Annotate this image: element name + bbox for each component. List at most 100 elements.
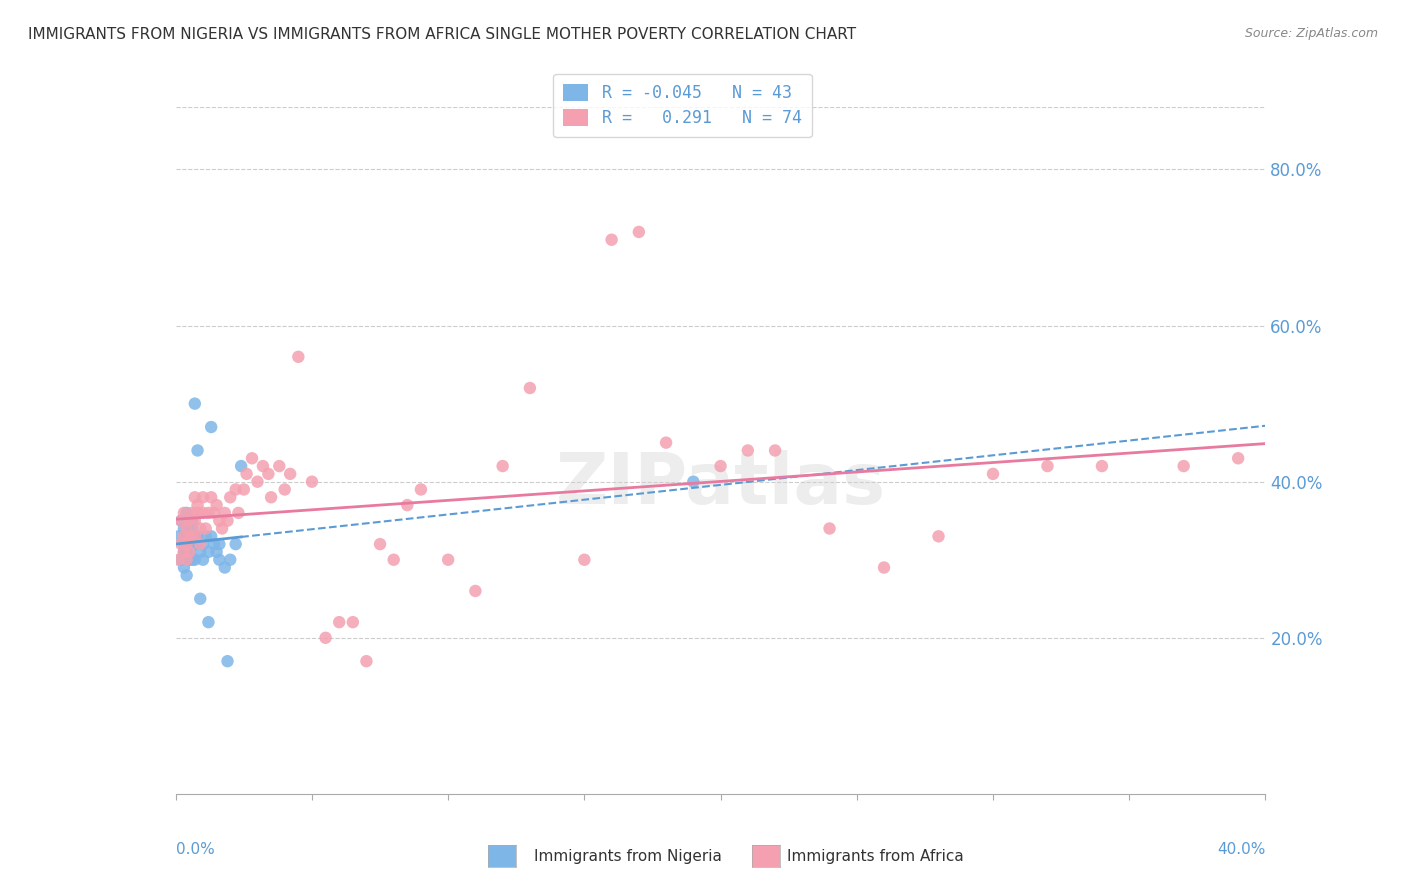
Point — [202, 537, 225, 551]
Point — [170, 552, 193, 567]
Point — [246, 475, 269, 489]
Point — [194, 521, 217, 535]
Point — [188, 537, 211, 551]
Point — [342, 615, 364, 630]
Point — [197, 545, 219, 559]
Point — [173, 545, 195, 559]
Point — [356, 654, 378, 668]
Point — [240, 451, 263, 466]
Point — [928, 529, 950, 543]
Point — [176, 506, 198, 520]
Point — [257, 467, 280, 481]
Point — [200, 529, 222, 543]
Point — [179, 529, 201, 543]
Point — [176, 545, 198, 559]
Point — [301, 475, 323, 489]
Point — [170, 514, 193, 528]
Point — [269, 458, 291, 473]
Point — [173, 545, 195, 559]
Point — [176, 552, 198, 567]
Point — [214, 506, 236, 520]
Point — [214, 560, 236, 574]
Point — [231, 458, 253, 473]
Point — [181, 506, 204, 520]
Point — [188, 521, 211, 535]
Point — [179, 545, 201, 559]
Point — [1036, 458, 1059, 473]
Point — [368, 537, 391, 551]
Point — [464, 583, 486, 598]
Point — [184, 529, 207, 543]
Point — [873, 560, 896, 574]
Point — [184, 396, 207, 410]
Point — [173, 537, 195, 551]
Point — [217, 514, 239, 528]
Point — [167, 529, 190, 543]
Point — [202, 506, 225, 520]
Point — [205, 545, 228, 559]
Point — [176, 529, 198, 543]
Point — [409, 483, 432, 497]
Point — [173, 529, 195, 543]
Point — [184, 537, 207, 551]
Point — [627, 225, 650, 239]
Point — [278, 467, 301, 481]
Point — [181, 514, 204, 528]
Point — [655, 435, 678, 450]
Text: IMMIGRANTS FROM NIGERIA VS IMMIGRANTS FROM AFRICA SINGLE MOTHER POVERTY CORRELAT: IMMIGRANTS FROM NIGERIA VS IMMIGRANTS FR… — [28, 27, 856, 42]
Legend: R = -0.045   N = 43, R =   0.291   N = 74: R = -0.045 N = 43, R = 0.291 N = 74 — [554, 74, 811, 137]
Point — [179, 545, 201, 559]
Point — [1227, 451, 1250, 466]
Point — [197, 615, 219, 630]
Point — [184, 490, 207, 504]
Point — [197, 506, 219, 520]
Point — [219, 490, 242, 504]
Point — [208, 514, 231, 528]
Point — [315, 631, 337, 645]
Point — [179, 537, 201, 551]
Point — [737, 443, 759, 458]
Text: Immigrants from Nigeria: Immigrants from Nigeria — [534, 849, 723, 863]
Point — [188, 591, 211, 606]
Text: ZIPatlas: ZIPatlas — [555, 450, 886, 519]
Point — [1091, 458, 1114, 473]
Point — [176, 521, 198, 535]
Point — [184, 529, 207, 543]
Point — [382, 552, 405, 567]
Point — [492, 458, 515, 473]
Point — [179, 529, 201, 543]
Point — [232, 483, 254, 497]
Point — [200, 490, 222, 504]
Point — [208, 552, 231, 567]
Point — [191, 506, 214, 520]
Point — [186, 529, 209, 543]
Point — [176, 568, 198, 582]
Point — [208, 537, 231, 551]
Point — [252, 458, 274, 473]
Point — [191, 537, 214, 551]
Point — [437, 552, 460, 567]
Text: Immigrants from Africa: Immigrants from Africa — [787, 849, 965, 863]
Point — [191, 490, 214, 504]
Point — [710, 458, 733, 473]
Point — [173, 560, 195, 574]
Point — [225, 537, 247, 551]
Point — [186, 443, 209, 458]
Point — [181, 529, 204, 543]
Point — [235, 467, 257, 481]
Point — [181, 521, 204, 535]
Text: 0.0%: 0.0% — [176, 842, 215, 857]
Point — [574, 552, 596, 567]
Point — [173, 521, 195, 535]
Point — [818, 521, 841, 535]
Point — [200, 420, 222, 434]
Point — [205, 498, 228, 512]
Point — [179, 552, 201, 567]
Point — [191, 552, 214, 567]
Point — [170, 537, 193, 551]
Point — [186, 506, 209, 520]
Point — [763, 443, 786, 458]
Point — [176, 537, 198, 551]
Point — [225, 483, 247, 497]
Point — [682, 475, 704, 489]
